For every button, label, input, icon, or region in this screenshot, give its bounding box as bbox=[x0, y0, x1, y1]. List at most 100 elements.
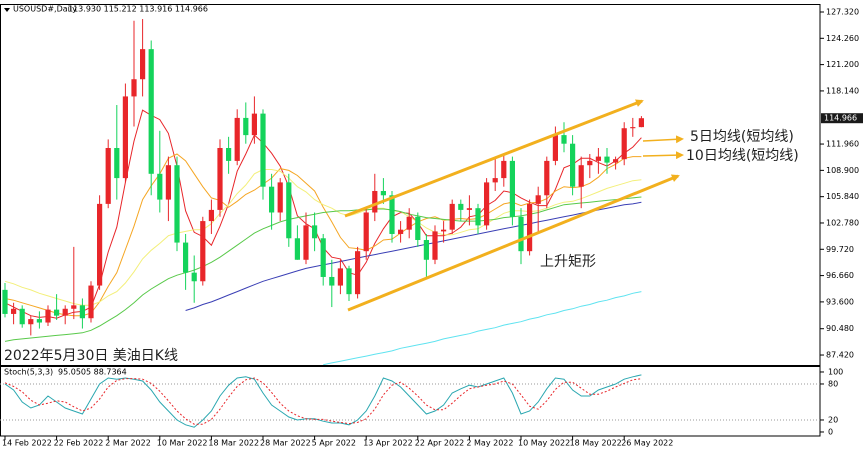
annotation: 上升矩形 bbox=[540, 254, 596, 270]
stoch-plot bbox=[0, 374, 820, 428]
candle-body bbox=[148, 49, 154, 174]
candle-body bbox=[423, 239, 429, 260]
candle-body bbox=[613, 159, 619, 163]
candle-body bbox=[88, 285, 94, 319]
candle-body bbox=[363, 212, 369, 252]
candle-body bbox=[492, 178, 498, 183]
x-tick-label: 28 Mar 2022 bbox=[260, 439, 311, 448]
price-plot bbox=[2, 19, 644, 365]
candle-body bbox=[251, 113, 257, 136]
y-tick-label: 111.960 bbox=[826, 140, 859, 149]
x-tick-label: 22 Apr 2022 bbox=[415, 439, 464, 448]
candle-body bbox=[191, 272, 197, 282]
header-values: 113.930 115.212 113.916 114.966 bbox=[68, 5, 208, 14]
arrow-ma5 bbox=[642, 135, 684, 144]
x-tick-label: 18 May 2022 bbox=[570, 439, 622, 448]
symbol: USOUSD#,Daily bbox=[13, 5, 77, 14]
candle-body bbox=[234, 117, 240, 161]
candle-body bbox=[595, 156, 601, 161]
x-tick-label: 14 Feb 2022 bbox=[2, 439, 52, 448]
candle-body bbox=[226, 148, 232, 161]
candle-body bbox=[578, 165, 584, 187]
annotation: 5日均线(短均线) bbox=[690, 129, 794, 145]
candle-body bbox=[415, 216, 421, 240]
stoch-values: 95.0505 88.7364 bbox=[58, 368, 127, 377]
menu-triangle bbox=[4, 8, 10, 12]
candle-body bbox=[105, 148, 111, 204]
candle-body bbox=[157, 173, 163, 200]
candle-body bbox=[28, 319, 34, 325]
candle-body bbox=[570, 143, 576, 187]
x-tick-label: 2 May 2022 bbox=[466, 439, 513, 448]
stoch-title: Stoch(5,3,3) bbox=[4, 368, 53, 377]
candle-body bbox=[432, 231, 438, 260]
candle-body bbox=[97, 203, 103, 286]
candle-body bbox=[303, 225, 309, 260]
caption: 2022年5月30日 美油日K线 bbox=[4, 348, 178, 364]
y-tick-label: 121.200 bbox=[826, 60, 859, 69]
moving-average bbox=[185, 201, 642, 311]
price-frame bbox=[0, 4, 821, 366]
y-tick-label: 108.900 bbox=[826, 166, 859, 175]
candle-body bbox=[79, 305, 85, 319]
y-tick-label: 0 bbox=[828, 427, 833, 436]
candle-body bbox=[294, 238, 300, 260]
y-tick-label: 102.780 bbox=[826, 218, 859, 227]
x-tick-label: 22 Feb 2022 bbox=[54, 439, 104, 448]
candle-body bbox=[458, 203, 464, 210]
y-tick-label: 99.720 bbox=[826, 245, 854, 254]
x-tick-label: 18 Mar 2022 bbox=[208, 439, 259, 448]
candle-body bbox=[122, 96, 128, 179]
stoch-line bbox=[4, 377, 642, 425]
candle-body bbox=[398, 229, 404, 234]
candle-body bbox=[54, 309, 60, 316]
last-price-label: 114.966 bbox=[824, 114, 857, 123]
x-tick-label: 13 Apr 2022 bbox=[363, 439, 412, 448]
x-tick-label: 10 May 2022 bbox=[518, 439, 570, 448]
y-tick-label: 105.840 bbox=[826, 192, 859, 201]
candle-body bbox=[174, 165, 180, 243]
channel-drawing bbox=[344, 99, 684, 312]
candle-body bbox=[527, 203, 533, 252]
candle-body bbox=[286, 182, 292, 239]
y-tick-label: 87.420 bbox=[826, 351, 854, 360]
last-price-box bbox=[821, 113, 863, 124]
candle-body bbox=[312, 225, 318, 239]
candle-body bbox=[561, 135, 567, 144]
moving-average bbox=[323, 291, 642, 365]
candle-body bbox=[320, 238, 326, 277]
candle-body bbox=[45, 309, 51, 323]
candle-body bbox=[449, 203, 455, 230]
candle-body bbox=[200, 221, 206, 282]
candle-body bbox=[501, 160, 507, 179]
candle-body bbox=[484, 182, 490, 226]
candle-body bbox=[406, 216, 412, 230]
candle-body bbox=[509, 160, 515, 217]
candle-body bbox=[544, 160, 550, 196]
candle-body bbox=[587, 160, 593, 166]
candle-body bbox=[337, 268, 343, 286]
candle-body bbox=[329, 276, 335, 286]
moving-average bbox=[4, 196, 642, 342]
y-tick-label: 20 bbox=[828, 415, 838, 424]
candle-body bbox=[535, 195, 541, 204]
candle-body bbox=[441, 229, 447, 232]
x-tick-label: 2 Mar 2022 bbox=[105, 439, 151, 448]
candle-body bbox=[140, 49, 146, 80]
y-tick-label: 90.480 bbox=[826, 324, 854, 333]
candle-body bbox=[131, 79, 137, 97]
candle-body bbox=[19, 308, 25, 325]
y-tick-label: 96.660 bbox=[826, 271, 854, 280]
candle-body bbox=[389, 195, 395, 234]
candle-body bbox=[2, 289, 8, 314]
candle-body bbox=[208, 209, 214, 222]
y-tick-label: 118.140 bbox=[826, 86, 859, 95]
moving-average bbox=[4, 169, 642, 306]
y-tick-label: 80 bbox=[828, 379, 838, 388]
arrow-ma10 bbox=[642, 151, 684, 160]
candle-body bbox=[466, 208, 472, 210]
stoch-frame bbox=[0, 366, 821, 437]
y-tick-label: 124.260 bbox=[826, 34, 859, 43]
channel-lower bbox=[347, 174, 680, 312]
